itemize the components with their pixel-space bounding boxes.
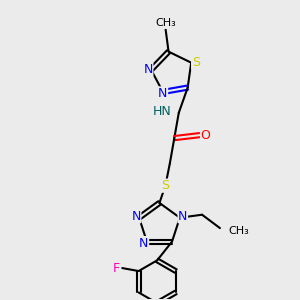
Text: N: N	[143, 63, 153, 76]
Text: N: N	[158, 87, 168, 100]
Text: F: F	[113, 262, 120, 275]
Text: O: O	[201, 129, 211, 142]
Text: N: N	[131, 210, 141, 223]
Text: CH₃: CH₃	[155, 18, 176, 28]
Text: S: S	[192, 56, 200, 69]
Text: N: N	[178, 210, 188, 223]
Text: N: N	[139, 237, 148, 250]
Text: HN: HN	[153, 105, 171, 118]
Text: S: S	[161, 179, 169, 192]
Text: CH₃: CH₃	[229, 226, 250, 236]
